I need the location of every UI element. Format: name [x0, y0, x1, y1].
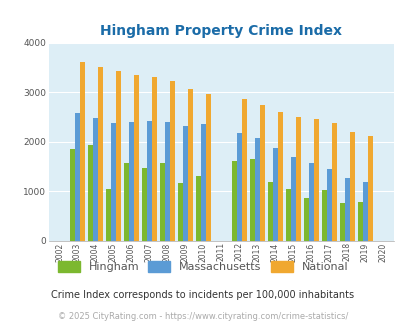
Bar	[367, 136, 372, 241]
Bar	[241, 99, 246, 241]
Bar	[231, 161, 236, 241]
Bar	[182, 126, 188, 241]
Bar	[177, 183, 182, 241]
Bar	[313, 119, 318, 241]
Bar	[254, 139, 259, 241]
Bar	[164, 121, 169, 241]
Bar	[151, 77, 157, 241]
Bar	[205, 94, 210, 241]
Bar	[285, 189, 290, 241]
Text: Crime Index corresponds to incidents per 100,000 inhabitants: Crime Index corresponds to incidents per…	[51, 290, 354, 300]
Bar	[128, 121, 134, 241]
Bar	[134, 75, 139, 241]
Bar	[116, 71, 121, 241]
Bar	[349, 132, 354, 241]
Bar	[326, 169, 331, 241]
Bar	[75, 113, 80, 241]
Bar	[308, 163, 313, 241]
Bar	[290, 157, 295, 241]
Bar	[357, 202, 362, 241]
Bar	[98, 67, 103, 241]
Bar	[321, 190, 326, 241]
Bar	[331, 123, 336, 241]
Bar	[106, 189, 111, 241]
Bar	[141, 168, 147, 241]
Bar	[295, 117, 300, 241]
Bar	[303, 198, 308, 241]
Bar	[200, 124, 205, 241]
Bar	[160, 163, 164, 241]
Text: © 2025 CityRating.com - https://www.cityrating.com/crime-statistics/: © 2025 CityRating.com - https://www.city…	[58, 312, 347, 321]
Bar	[362, 182, 367, 241]
Bar	[195, 176, 200, 241]
Bar	[272, 148, 277, 241]
Bar	[70, 149, 75, 241]
Bar	[188, 89, 192, 241]
Title: Hingham Property Crime Index: Hingham Property Crime Index	[100, 23, 341, 38]
Bar	[124, 163, 128, 241]
Bar	[147, 121, 151, 241]
Bar	[236, 133, 241, 241]
Bar	[249, 159, 254, 241]
Bar	[88, 145, 93, 241]
Bar	[339, 203, 344, 241]
Bar	[259, 105, 264, 241]
Bar	[169, 81, 175, 241]
Bar	[80, 62, 85, 241]
Bar	[111, 123, 116, 241]
Legend: Hingham, Massachusetts, National: Hingham, Massachusetts, National	[53, 256, 352, 277]
Bar	[344, 178, 349, 241]
Bar	[277, 112, 282, 241]
Bar	[93, 118, 98, 241]
Bar	[267, 182, 272, 241]
